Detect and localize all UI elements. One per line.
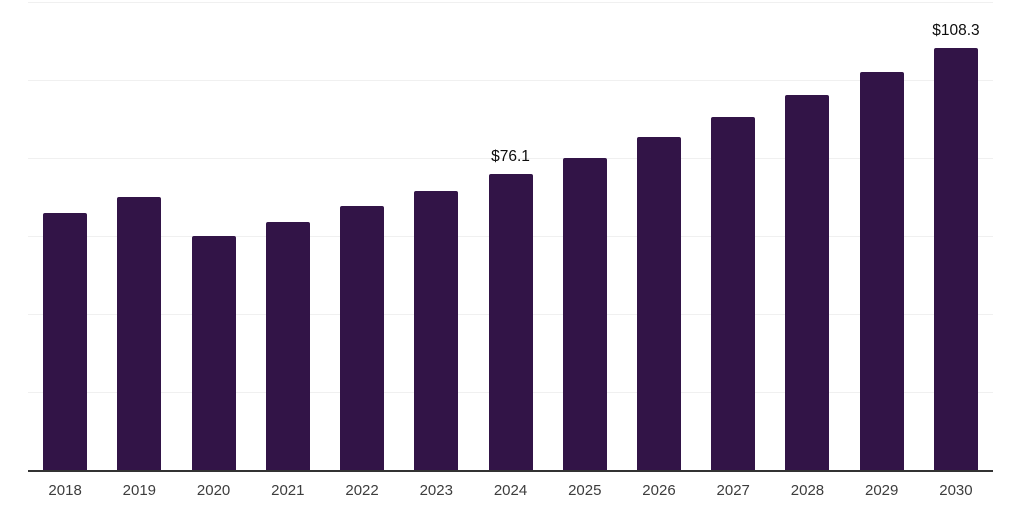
bar-2023	[414, 191, 459, 471]
bar-2021	[265, 221, 310, 471]
value-label-2030: $108.3	[932, 22, 980, 40]
x-tick-label-2018: 2018	[48, 482, 82, 499]
x-tick-label-2020: 2020	[196, 482, 231, 499]
x-tick-label-2026: 2026	[642, 482, 676, 499]
bar-column-2026: 2026	[622, 2, 696, 499]
bar-column-2027: 2027	[696, 2, 770, 499]
bar-2029	[859, 71, 904, 471]
bar-2028	[785, 95, 830, 471]
plot-area: 2018 2019 2020 2021 2022 2023 $76.1 2024 2025 202…	[28, 1, 993, 499]
gridline-y-80	[28, 157, 993, 159]
bar-2025	[562, 157, 607, 471]
value-label-2024: $76.1	[491, 148, 530, 166]
x-tick-label-2021: 2021	[271, 482, 305, 499]
bar-2024	[488, 173, 533, 471]
x-tick-label-2025: 2025	[568, 482, 602, 499]
bar-column-2021: 2021	[251, 2, 325, 499]
bar-column-2020: 2020	[176, 2, 250, 499]
x-tick-label-2022: 2022	[345, 482, 379, 499]
gridline-y-120	[28, 1, 993, 3]
bar-column-2030: $108.3 2030	[919, 2, 993, 499]
bar-column-2022: 2022	[325, 2, 399, 499]
bar-columns: 2018 2019 2020 2021 2022 2023 $76.1 2024 2025 202…	[28, 2, 993, 499]
bar-column-2025: 2025	[548, 2, 622, 499]
bar-2019	[117, 197, 162, 471]
bar-2026	[636, 137, 681, 471]
bar-column-2024: $76.1 2024	[473, 2, 547, 499]
x-tick-label-2027: 2027	[716, 482, 750, 499]
x-axis-line	[28, 470, 993, 472]
bar-column-2023: 2023	[399, 2, 473, 499]
bar-2022	[340, 206, 385, 471]
bar-column-2019: 2019	[102, 2, 176, 499]
bar-2030	[933, 47, 978, 471]
x-tick-label-2028: 2028	[790, 482, 825, 499]
bar-column-2028: 2028	[770, 2, 844, 499]
x-tick-label-2029: 2029	[865, 482, 899, 499]
gridline-y-100	[28, 79, 993, 81]
bar-2027	[711, 117, 756, 471]
bar-2020	[191, 236, 236, 471]
x-tick-label-2023: 2023	[419, 482, 453, 499]
bar-2018	[43, 213, 88, 471]
bar-column-2018: 2018	[28, 2, 102, 499]
x-tick-label-2024: 2024	[493, 482, 528, 499]
x-tick-label-2019: 2019	[122, 482, 157, 499]
x-tick-label-2030: 2030	[939, 482, 973, 499]
bar-column-2029: 2029	[845, 2, 919, 499]
